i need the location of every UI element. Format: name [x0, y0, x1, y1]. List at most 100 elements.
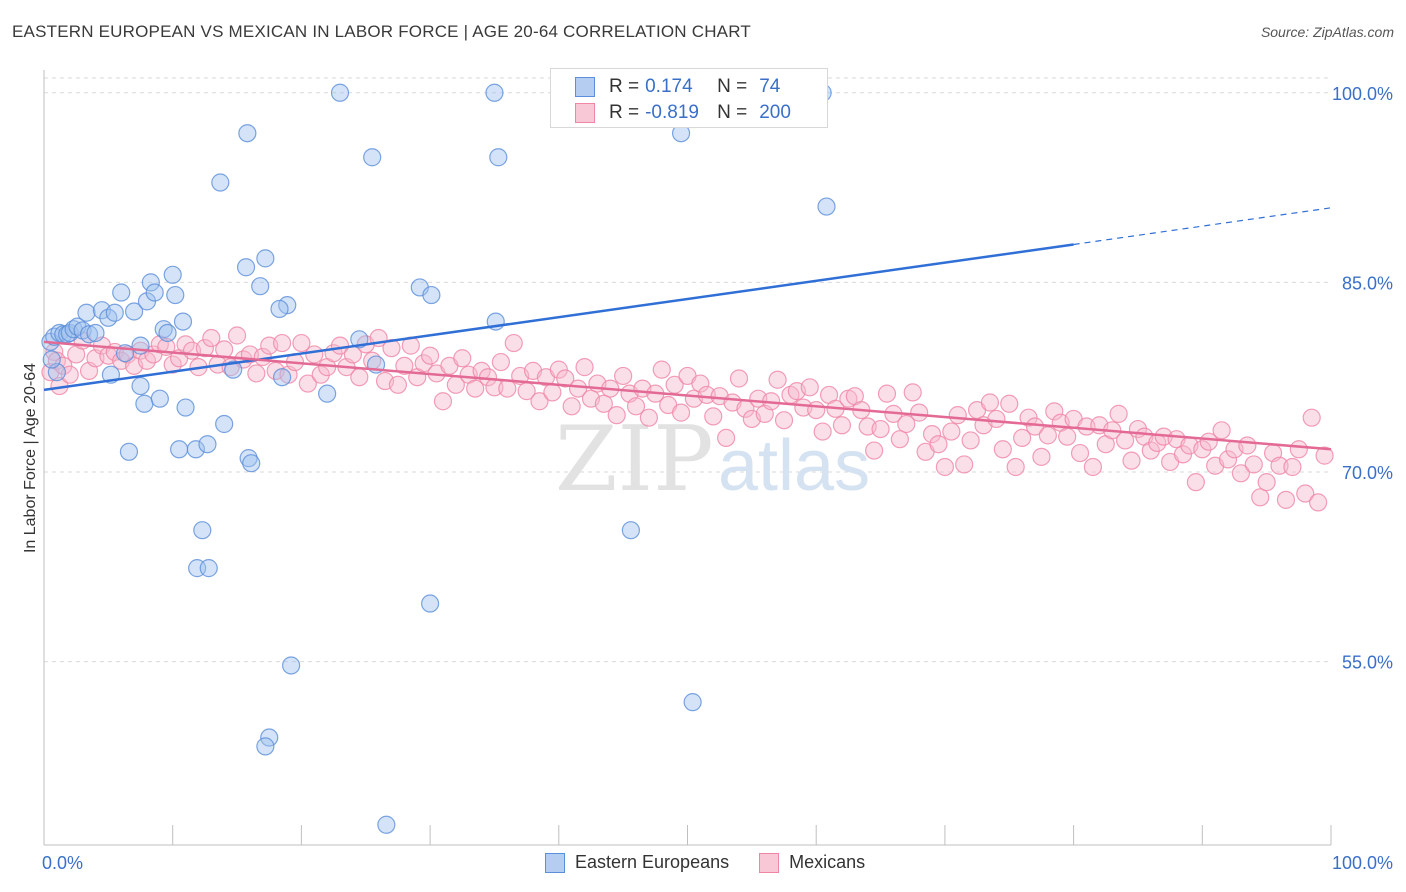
mexican-point [594, 394, 613, 413]
y-tick-label: 85.0% [1342, 273, 1393, 293]
eastern-european-point [260, 728, 279, 747]
mexican-point [1257, 473, 1276, 492]
x-tick-label-max: 100.0% [1332, 853, 1393, 873]
mexican-point [897, 414, 916, 434]
eastern-european-point [186, 440, 205, 459]
mexican-point [556, 369, 575, 388]
x-tick-label-min: 0.0% [42, 853, 83, 873]
mexican-point [1070, 443, 1090, 463]
eastern-european-point [256, 737, 275, 756]
mexican-point [414, 354, 433, 373]
mexican-point [1006, 457, 1025, 477]
mexican-point [929, 435, 948, 454]
mexican-point [1296, 484, 1315, 503]
mexican-point [800, 378, 819, 397]
eastern-european-point [270, 299, 289, 319]
mexican-point [607, 406, 626, 425]
mexican-point [704, 407, 723, 426]
eastern-european-point [77, 303, 96, 322]
mexican-point [1045, 402, 1064, 421]
mexican-point [671, 403, 691, 422]
eastern-european-point [141, 273, 160, 292]
eastern-european-trend-line [43, 243, 1074, 392]
mexican-point [272, 333, 292, 353]
eastern-european-point [124, 302, 144, 321]
eastern-european-point [485, 83, 504, 102]
mexican-point [903, 383, 922, 402]
mexican-point [350, 368, 369, 387]
eastern-european-point [318, 384, 337, 403]
eastern-european-point [621, 521, 640, 540]
mexican-point [691, 374, 710, 393]
mexican-point [1289, 440, 1308, 459]
legend-label-eastern-europeans: Eastern Europeans [575, 852, 730, 872]
mexican-point [247, 364, 266, 383]
mexican-point [626, 397, 646, 416]
mexican-trend-line [43, 340, 1332, 451]
mexican-point [491, 352, 510, 372]
mexican-point [865, 441, 884, 460]
eastern-european-point [238, 124, 257, 143]
eastern-european-point [112, 283, 131, 302]
eastern-european-point [224, 360, 243, 379]
n-label: N = [717, 102, 748, 123]
mexican-point [890, 430, 909, 449]
r-value: -0.819 [645, 102, 699, 123]
mexican-point [421, 346, 440, 365]
mexican-point [1109, 404, 1128, 423]
mexican-point [311, 365, 330, 384]
watermark: ZIP atlas [555, 407, 870, 512]
mexican-point [942, 422, 961, 441]
eastern-european-point [42, 350, 61, 369]
mexican-point [1244, 455, 1263, 474]
mexican-point [832, 416, 852, 435]
mexican-point [652, 360, 671, 379]
mexican-point [697, 385, 716, 405]
mexican-point [1238, 436, 1257, 455]
eastern-european-point [215, 414, 234, 434]
n-value: 200 [759, 102, 791, 123]
eastern-european-point [166, 285, 185, 305]
eastern-european-point [239, 449, 258, 468]
y-axis-label: In Labor Force | Age 20-64 [22, 363, 39, 553]
eastern-european-point [176, 398, 195, 417]
eastern-european-point [170, 440, 189, 459]
mexican-point [298, 374, 317, 393]
mexican-point [227, 326, 247, 345]
trend-lines [43, 207, 1332, 451]
mexican-point [980, 393, 1000, 412]
mexican-point [395, 356, 414, 375]
eastern-european-point [211, 173, 230, 192]
eastern-european-point [272, 368, 292, 387]
mexican-point [729, 369, 749, 388]
eastern-european-point [105, 303, 124, 322]
mexican-point [1309, 493, 1328, 512]
mexican-point [453, 349, 472, 368]
y-tick-label: 70.0% [1342, 463, 1393, 483]
eastern-european-point [119, 442, 139, 461]
mexican-point [388, 375, 408, 394]
r-label: R = [609, 76, 640, 97]
mexican-point [993, 440, 1012, 459]
mexican-point [543, 383, 562, 402]
y-tick-label: 100.0% [1332, 84, 1393, 104]
mexican-point [1199, 432, 1218, 451]
mexican-point [305, 345, 324, 364]
mexican-point [1302, 408, 1321, 427]
legend-label-mexicans: Mexicans [789, 852, 866, 872]
stats-row-eastern-europeans: R = 0.174 N = 74 [575, 74, 780, 100]
mexican-point [1251, 488, 1270, 507]
stats-row-mexicans: R = -0.819 N = 200 [575, 100, 791, 126]
eastern-european-trend-extension [1073, 207, 1332, 246]
eastern-european-point [135, 394, 154, 413]
source-label: Source: ZipAtlas.com [1260, 24, 1394, 40]
eastern-european-point [489, 148, 508, 167]
mexican-point [466, 379, 485, 398]
eastern-european-point [236, 258, 256, 277]
eastern-european-point [193, 521, 212, 540]
mexican-point [807, 400, 826, 420]
eastern-european-point [173, 312, 193, 331]
mexican-point [1270, 456, 1289, 475]
mexican-point [1077, 417, 1096, 436]
eastern-european-point [163, 265, 182, 284]
